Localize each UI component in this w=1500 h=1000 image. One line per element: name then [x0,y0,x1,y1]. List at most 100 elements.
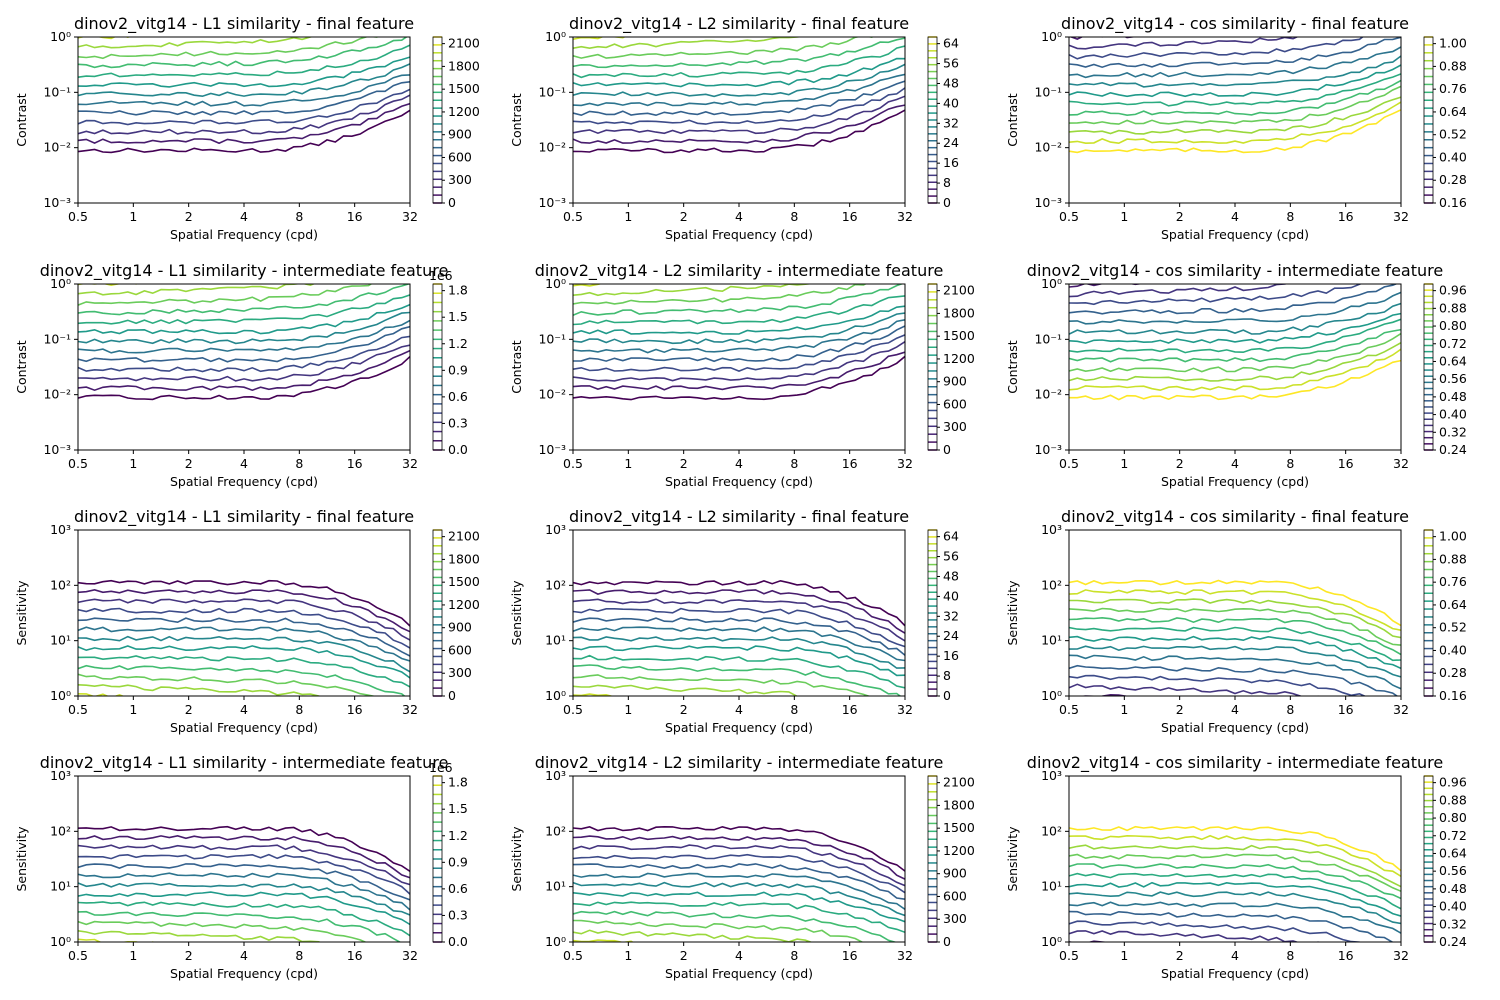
contour-line [1069,359,1401,401]
colorbar-tick-label: 1.5 [448,801,468,816]
contour-line [1069,589,1401,631]
colorbar-tick-label: 2100 [448,36,480,51]
contour-line [78,617,410,657]
contour-line [78,930,322,942]
x-tick-label: 0.5 [68,456,88,471]
x-tick-label: 4 [1231,948,1239,963]
contour-line [78,37,328,49]
contour-line [573,901,905,934]
y-tick-label: 10⁰ [50,688,71,703]
x-tick-label: 32 [402,456,418,471]
x-tick-label: 16 [347,209,363,224]
x-tick-label: 4 [735,948,743,963]
contour-line [1069,291,1401,325]
chart-title: dinov2_vitg14 - L2 similarity - intermed… [535,753,944,773]
contour-line [1069,825,1401,872]
colorbar-tick-label: 600 [448,149,472,164]
contour-line [573,319,905,354]
contour-line [1069,73,1401,107]
x-tick-label: 2 [185,209,193,224]
x-tick-label: 32 [1393,456,1409,471]
contour-line [573,57,905,88]
x-axis-label: Spatial Frequency (cpd) [170,966,318,981]
colorbar-tick-label: 0.96 [1439,775,1467,790]
colorbar-tick-label: 300 [943,911,967,926]
colorbar-tick-label: 0.6 [448,881,468,896]
y-tick-label: 10¹ [1041,633,1062,648]
colorbar-tick-label: 0.0 [448,934,468,949]
y-tick-label: 10⁻² [1034,140,1062,155]
x-tick-label: 8 [1286,456,1294,471]
contour-line [573,45,905,79]
colorbar-tick-label: 0.32 [1439,916,1467,931]
contour-line [1069,284,1398,315]
y-tick-label: 10⁰ [545,688,566,703]
y-tick-label: 10² [50,823,71,838]
y-axis-label: Sensitivity [14,826,29,892]
contour-line [78,319,410,354]
x-tick-label: 2 [680,948,688,963]
contour-line [78,94,410,135]
chart-panel: dinov2_vitg14 - cos similarity - interme… [1005,261,1467,489]
contour-group [573,579,905,696]
contour-line [78,673,377,696]
contour-line [78,853,410,895]
y-tick-label: 10² [50,577,71,592]
contour-line [573,334,905,372]
y-tick-label: 10⁻³ [538,442,566,457]
colorbar-tick-label: 0.64 [1439,104,1467,119]
x-axis-label: Spatial Frequency (cpd) [665,474,813,489]
colorbar-tick-label: 1500 [943,820,975,835]
colorbar: 0 300 600 900 1200 1500 1800 2100 [432,529,480,703]
contour-line [78,284,316,296]
x-tick-label: 4 [240,456,248,471]
x-tick-label: 4 [240,702,248,717]
colorbar-offset-label: 1e6 [429,268,453,283]
plot-frame [572,283,906,451]
contour-group [78,37,410,154]
contour-line [78,579,410,627]
contour-line [78,74,410,107]
contour-line [573,919,864,942]
x-tick-label: 2 [185,456,193,471]
contour-line [78,863,410,901]
y-tick-label: 10⁻² [43,140,71,155]
contour-line [573,598,905,642]
contour-line [78,325,410,363]
contour-line [573,626,905,662]
colorbar-tick-label: 0.76 [1439,574,1467,589]
y-axis-label: Sensitivity [14,580,29,646]
colorbar-tick-label: 300 [448,172,472,187]
contour-line [1069,101,1401,145]
contour-line [78,882,410,916]
y-tick-label: 10⁰ [50,29,71,44]
colorbar-tick-label: 0.56 [1439,371,1467,386]
x-tick-label: 8 [1286,702,1294,717]
y-tick-label: 10⁻¹ [538,331,566,346]
x-tick-label: 8 [790,209,798,224]
chart-panel: dinov2_vitg14 - L2 similarity - intermed… [509,261,975,489]
contour-line [1069,598,1401,639]
y-tick-label: 10⁰ [1041,29,1062,44]
contour-line [573,87,905,125]
contour-line [1069,607,1401,646]
contour-group [78,579,410,696]
contour-line [573,674,871,696]
contour-line [78,349,410,392]
colorbar-tick-label: 8 [943,175,951,190]
contour-line [573,684,801,696]
y-tick-label: 10⁰ [545,934,566,949]
x-tick-label: 32 [897,702,913,717]
x-tick-label: 2 [1176,209,1184,224]
x-tick-label: 16 [347,456,363,471]
colorbar-tick-label: 0.40 [1439,899,1467,914]
colorbar-tick-label: 0.16 [1439,688,1467,703]
x-tick-label: 0.5 [563,209,583,224]
colorbar: 0 8 16 24 32 40 48 56 64 [927,36,959,210]
x-axis-label: Spatial Frequency (cpd) [1161,966,1309,981]
x-tick-label: 32 [402,948,418,963]
colorbar-tick-label: 40 [943,95,959,110]
contour-line [1069,616,1401,656]
y-axis-label: Sensitivity [1005,826,1020,892]
contour-line [573,325,905,363]
